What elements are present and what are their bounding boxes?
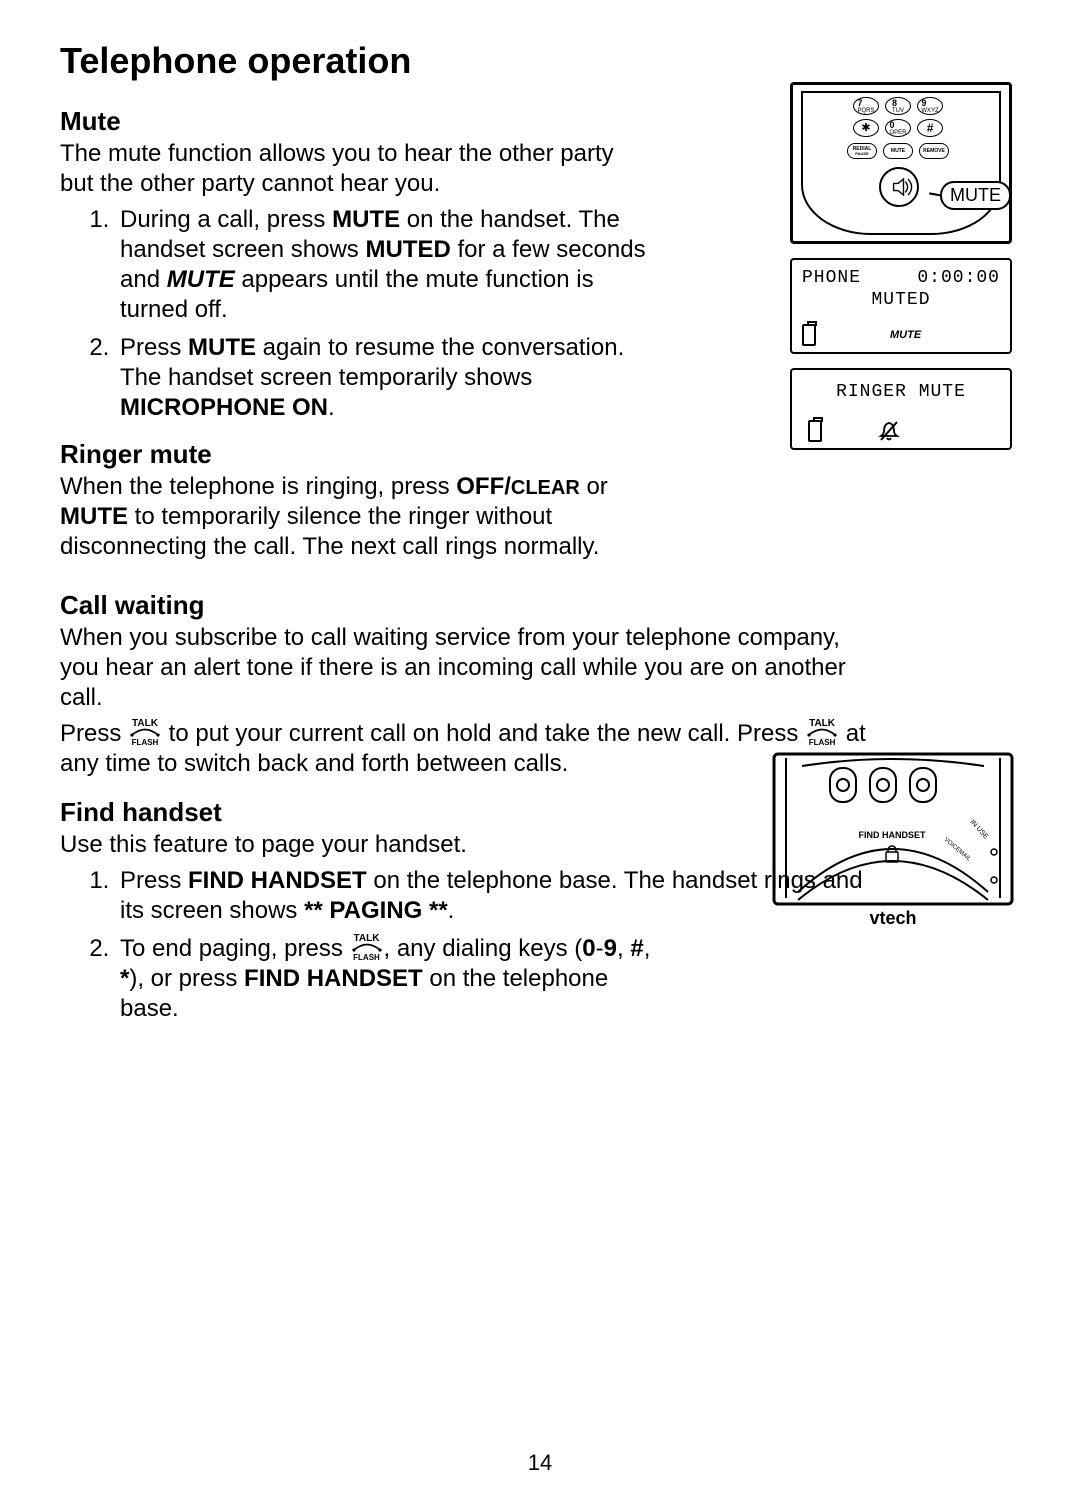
find-step-1: Press FIND HANDSET on the telephone base… xyxy=(116,866,880,926)
bell-mute-icon xyxy=(878,420,900,442)
lcd1-phone: PHONE xyxy=(802,268,861,288)
lcd1-mutelabel: MUTE xyxy=(890,329,921,341)
mute-step-1: During a call, press MUTE on the handset… xyxy=(116,205,650,325)
handset-keypad-figure: 7PQRS 8TUV 9WXYZ ✱ 0OPER # REDIALPAUSE M… xyxy=(790,82,1012,244)
find-intro: Use this feature to page your handset. xyxy=(60,830,880,860)
lcd1-muted: MUTED xyxy=(802,290,1000,310)
page-number: 14 xyxy=(0,1450,1080,1476)
lcd-muted: PHONE 0:00:00 MUTED MUTE xyxy=(790,258,1012,354)
battery-icon xyxy=(808,420,822,442)
mute-intro: The mute function allows you to hear the… xyxy=(60,139,650,199)
ringer-body: When the telephone is ringing, press OFF… xyxy=(60,472,650,562)
callwaiting-body: When you subscribe to call waiting servi… xyxy=(60,623,880,779)
right-figures: 7PQRS 8TUV 9WXYZ ✱ 0OPER # REDIALPAUSE M… xyxy=(790,82,1020,450)
lcd2-line: RINGER MUTE xyxy=(802,382,1000,402)
lcd-ringer-mute: RINGER MUTE xyxy=(790,368,1012,450)
ringer-heading: Ringer mute xyxy=(60,439,650,470)
callwaiting-p2: Press TALKFLASH to put your current call… xyxy=(60,719,880,779)
battery-icon xyxy=(802,324,816,346)
key-remove: REMOVE xyxy=(919,143,949,159)
find-steps: Press FIND HANDSET on the telephone base… xyxy=(60,866,880,1024)
svg-text:IN USE: IN USE xyxy=(969,819,990,841)
mute-steps: During a call, press MUTE on the handset… xyxy=(60,205,650,423)
find-handset-label: FIND HANDSET xyxy=(859,830,927,840)
key-9: 9WXYZ xyxy=(917,97,943,115)
callwaiting-heading: Call waiting xyxy=(60,590,1020,621)
manual-page: Telephone operation Mute The mute functi… xyxy=(0,0,1080,1512)
brand-label: vtech xyxy=(869,908,916,928)
speaker-button-icon xyxy=(879,167,919,207)
key-0: 0OPER xyxy=(885,119,911,137)
talk-flash-icon: TALKFLASH xyxy=(352,934,382,961)
talk-flash-icon: TALKFLASH xyxy=(807,719,837,746)
key-redial: REDIALPAUSE xyxy=(847,143,877,159)
find-step-2: To end paging, press TALKFLASH, any dial… xyxy=(116,934,656,1024)
telephone-base-figure: FIND HANDSET IN USE VOICEMAIL vtech xyxy=(772,752,1014,932)
talk-flash-icon: TALKFLASH xyxy=(130,719,160,746)
mute-step-2: Press MUTE again to resume the conversat… xyxy=(116,333,650,423)
page-title: Telephone operation xyxy=(60,40,1020,82)
mute-callout: MUTE xyxy=(940,181,1011,210)
key-8: 8TUV xyxy=(885,97,911,115)
key-hash: # xyxy=(917,119,943,137)
key-star: ✱ xyxy=(853,119,879,137)
lcd1-timer: 0:00:00 xyxy=(917,268,1000,288)
key-7: 7PQRS xyxy=(853,97,879,115)
mute-heading: Mute xyxy=(60,106,650,137)
svg-text:VOICEMAIL: VOICEMAIL xyxy=(943,837,972,863)
key-mute: MUTE xyxy=(883,143,913,159)
